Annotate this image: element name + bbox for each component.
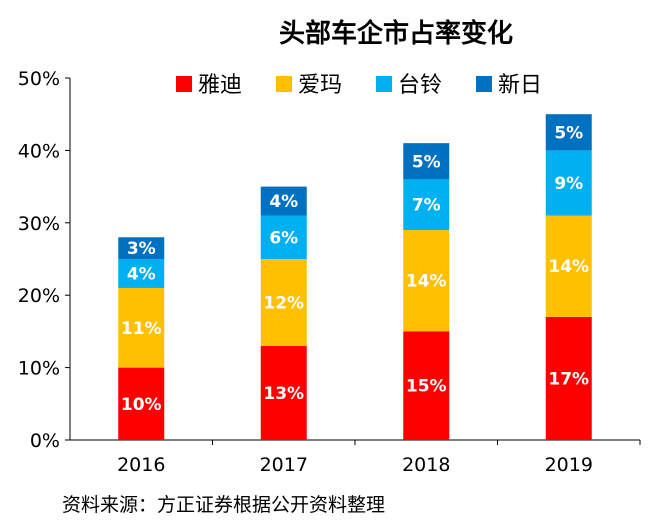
x-tick-label: 2019 bbox=[545, 454, 593, 476]
legend-swatch-雅迪 bbox=[176, 76, 192, 92]
y-tick-label: 0% bbox=[30, 430, 60, 452]
data-label: 9% bbox=[554, 174, 583, 194]
bars: 10% 11% 4% 3% 13% 12% 6% 4% 15% 14% 7% 5% 17% 14% 9% 5% bbox=[118, 114, 592, 440]
data-label: 11% bbox=[121, 319, 162, 339]
y-tick-label: 20% bbox=[18, 285, 60, 307]
data-label: 15% bbox=[406, 377, 447, 397]
bar-segment-新日-2019 bbox=[545, 114, 592, 151]
bar-segment-台铃-2019 bbox=[545, 150, 592, 216]
bar-segment-爱玛-2019 bbox=[545, 215, 592, 317]
legend: 雅迪 爱玛 台铃 新日 bbox=[176, 73, 542, 98]
legend-label: 雅迪 bbox=[198, 73, 242, 98]
x-tick-label: 2016 bbox=[117, 454, 165, 476]
y-tick-label: 30% bbox=[18, 213, 60, 235]
bar-segment-新日-2018 bbox=[403, 143, 450, 180]
data-label: 10% bbox=[121, 395, 162, 415]
bar-segment-爱玛-2018 bbox=[403, 230, 450, 332]
source-note: 资料来源：方正证券根据公开资料整理 bbox=[62, 494, 386, 516]
data-label: 4% bbox=[127, 264, 156, 284]
bar-segment-台铃-2017 bbox=[260, 215, 307, 259]
bar-segment-新日-2016 bbox=[118, 237, 165, 259]
legend-label: 新日 bbox=[498, 73, 542, 98]
y-tick-label: 40% bbox=[18, 140, 60, 162]
data-label: 14% bbox=[548, 257, 589, 277]
bar-segment-雅迪-2018 bbox=[403, 331, 450, 440]
bar-segment-新日-2017 bbox=[260, 186, 307, 216]
bar-segment-雅迪-2016 bbox=[118, 367, 165, 440]
bar-segment-爱玛-2016 bbox=[118, 287, 165, 368]
data-label: 5% bbox=[554, 123, 583, 143]
bar-segment-爱玛-2017 bbox=[260, 259, 307, 346]
bar-segment-台铃-2016 bbox=[118, 259, 165, 288]
data-label: 4% bbox=[269, 192, 298, 212]
legend-swatch-爱玛 bbox=[276, 76, 292, 92]
y-tick-label: 10% bbox=[18, 358, 60, 380]
data-label: 17% bbox=[548, 369, 589, 389]
bar-segment-台铃-2018 bbox=[403, 179, 450, 231]
data-label: 13% bbox=[263, 384, 304, 404]
legend-label: 爱玛 bbox=[298, 73, 342, 98]
chart-title: 头部车企市占率变化 bbox=[279, 18, 513, 49]
data-label: 3% bbox=[127, 239, 156, 259]
bar-segment-雅迪-2019 bbox=[545, 316, 592, 440]
data-label: 14% bbox=[406, 272, 447, 292]
x-tick-label: 2017 bbox=[260, 454, 308, 476]
legend-swatch-新日 bbox=[476, 76, 492, 92]
data-label: 6% bbox=[269, 228, 298, 248]
axes: 0% 10% 20% 30% 40% 50% 2016 2017 2018 2019 bbox=[18, 68, 641, 476]
bar-segment-雅迪-2017 bbox=[260, 345, 307, 440]
legend-swatch-台铃 bbox=[376, 76, 392, 92]
data-label: 7% bbox=[412, 196, 441, 216]
data-label: 5% bbox=[412, 152, 441, 172]
x-tick-label: 2018 bbox=[402, 454, 450, 476]
legend-label: 台铃 bbox=[398, 73, 442, 98]
y-tick-label: 50% bbox=[18, 68, 60, 90]
data-label: 12% bbox=[263, 293, 304, 313]
